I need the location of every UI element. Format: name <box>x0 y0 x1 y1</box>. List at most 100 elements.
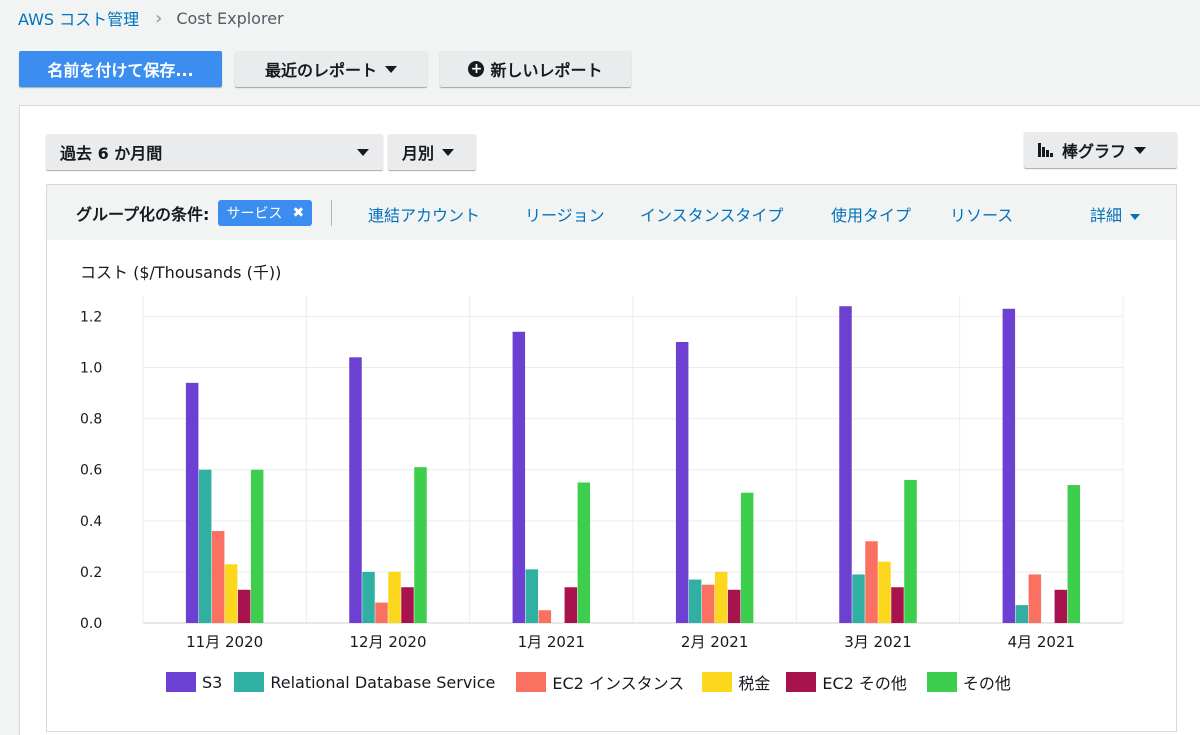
recent-reports-dropdown[interactable]: 最近のレポート <box>235 51 427 87</box>
x-tick-label: 3月 2021 <box>844 633 912 651</box>
bar-1-0[interactable] <box>198 469 212 623</box>
y-tick-label: 0.6 <box>80 463 102 479</box>
bar-4-5[interactable] <box>1054 589 1068 623</box>
bar-3-4[interactable] <box>878 561 891 623</box>
x-tick-label: 12月 2020 <box>349 633 426 651</box>
bar-5-5[interactable] <box>1067 485 1081 623</box>
chart-type-value: 棒グラフ <box>1062 142 1127 161</box>
group-option-region[interactable]: リージョン <box>525 206 605 225</box>
breadcrumb-link-cost-management[interactable]: AWS コスト管理 <box>18 10 140 29</box>
caret-down-icon <box>385 65 397 73</box>
bar-2-5[interactable] <box>1028 574 1042 623</box>
date-range-select[interactable]: 過去 6 か月間 <box>46 134 383 170</box>
bar-4-2[interactable] <box>564 587 578 623</box>
group-option-usage-type[interactable]: 使用タイプ <box>831 206 912 225</box>
legend-swatch <box>234 672 265 692</box>
bar-1-4[interactable] <box>852 574 865 623</box>
date-range-value: 過去 6 か月間 <box>60 144 163 163</box>
bar-0-3[interactable] <box>675 341 689 623</box>
legend-label: 税金 <box>738 674 771 693</box>
legend-item[interactable]: EC2 その他 <box>786 670 907 694</box>
bar-1-1[interactable] <box>362 571 375 623</box>
group-by-label: グループ化の条件: <box>76 204 210 224</box>
bar-chart-icon <box>1038 143 1054 157</box>
y-tick-label: 0.0 <box>80 616 102 632</box>
group-option-resource[interactable]: リソース <box>950 206 1014 225</box>
legend-item[interactable]: 税金 <box>702 670 770 694</box>
bar-0-1[interactable] <box>349 357 362 623</box>
bar-5-2[interactable] <box>577 482 591 623</box>
new-report-label: 新しいレポート <box>490 61 603 80</box>
bar-1-3[interactable] <box>688 579 702 623</box>
chart-container <box>46 240 1177 732</box>
group-option-instance-type[interactable]: インスタンスタイプ <box>640 206 784 225</box>
legend-swatch <box>926 672 957 692</box>
bar-3-1[interactable] <box>388 571 401 623</box>
bar-3-3[interactable] <box>714 571 728 623</box>
y-tick-label: 0.2 <box>80 565 102 581</box>
bar-4-0[interactable] <box>237 589 251 623</box>
save-as-button[interactable]: 名前を付けて保存... <box>19 51 222 87</box>
caret-down-icon <box>1134 146 1147 154</box>
x-tick-label: 1月 2021 <box>518 633 586 651</box>
caret-down-icon <box>1130 213 1141 220</box>
legend-swatch <box>786 672 817 692</box>
bar-0-2[interactable] <box>512 331 526 623</box>
legend-label: S3 <box>202 672 223 692</box>
bar-2-2[interactable] <box>538 610 552 623</box>
group-by-bar: グループ化の条件: サービス ✖ <box>46 184 1177 241</box>
chip-label: サービス <box>226 205 283 222</box>
legend-label: その他 <box>962 674 1011 693</box>
breadcrumb-current: Cost Explorer <box>176 8 284 28</box>
divider <box>331 199 333 226</box>
bar-0-5[interactable] <box>1002 308 1016 623</box>
group-by-chip-service[interactable]: サービス ✖ <box>218 199 313 226</box>
breadcrumb: AWS コスト管理 › Cost Explorer <box>18 6 284 30</box>
close-icon[interactable]: ✖ <box>292 204 305 221</box>
caret-down-icon <box>357 149 369 156</box>
granularity-select[interactable]: 月別 <box>388 134 476 170</box>
granularity-value: 月別 <box>402 144 435 163</box>
bar-4-1[interactable] <box>401 587 414 623</box>
y-axis-title: コスト ($/Thousands (千)) <box>80 263 282 282</box>
legend-label: EC2 その他 <box>822 674 907 693</box>
bar-4-4[interactable] <box>891 587 904 623</box>
bar-3-0[interactable] <box>224 564 238 623</box>
bar-2-1[interactable] <box>375 602 388 623</box>
y-tick-label: 1.0 <box>80 361 102 377</box>
bar-5-0[interactable] <box>250 469 264 623</box>
bar-4-3[interactable] <box>727 589 741 623</box>
more-label: 詳細 <box>1090 206 1123 225</box>
y-tick-label: 1.2 <box>80 309 102 325</box>
group-option-more[interactable]: 詳細 <box>1090 202 1141 226</box>
y-tick-label: 0.4 <box>80 514 102 530</box>
bar-5-1[interactable] <box>414 467 427 623</box>
recent-reports-label: 最近のレポート <box>264 61 377 80</box>
legend-item[interactable]: Relational Database Service <box>234 672 495 692</box>
chevron-right-icon: › <box>155 7 163 29</box>
legend-swatch <box>166 672 196 692</box>
bar-5-3[interactable] <box>740 492 754 623</box>
bar-2-0[interactable] <box>211 531 225 623</box>
bar-5-4[interactable] <box>904 479 917 623</box>
bar-0-4[interactable] <box>839 306 852 623</box>
bar-2-4[interactable] <box>865 541 878 623</box>
y-tick-label: 0.8 <box>80 412 102 428</box>
legend-item[interactable]: S3 <box>166 672 222 692</box>
bar-0-0[interactable] <box>185 382 199 623</box>
legend-swatch <box>516 672 547 692</box>
new-report-button[interactable]: + 新しいレポート <box>440 51 631 87</box>
bar-1-2[interactable] <box>525 569 539 623</box>
chart-legend: S3 Relational Database Service EC2 インスタンス 税… <box>166 671 1011 693</box>
legend-swatch <box>702 672 733 692</box>
legend-item[interactable]: EC2 インスタンス <box>516 670 684 694</box>
plus-circle-icon: + <box>468 61 485 77</box>
x-tick-label: 2月 2021 <box>681 633 749 651</box>
chart-type-select[interactable]: 棒グラフ <box>1024 132 1177 168</box>
save-as-label: 名前を付けて保存... <box>47 61 194 80</box>
group-option-linked-account[interactable]: 連結アカウント <box>368 206 481 225</box>
bar-1-5[interactable] <box>1015 605 1029 623</box>
bar-2-3[interactable] <box>701 584 715 623</box>
legend-item[interactable]: その他 <box>926 670 1011 694</box>
